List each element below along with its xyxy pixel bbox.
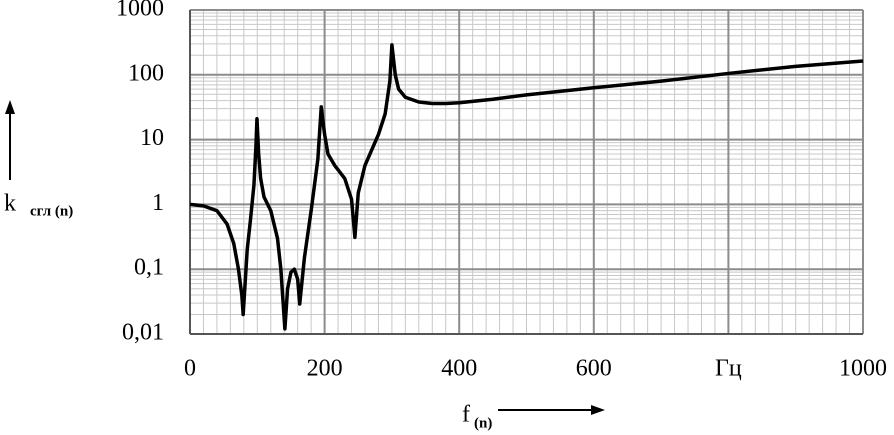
y-tick-label: 100 [128, 60, 164, 86]
y-arrow-head [5, 100, 15, 114]
x-tick-label: 1000 [839, 356, 887, 382]
line [189, 43, 864, 331]
x-arrow-head [591, 405, 605, 415]
y-tick-label: 1 [152, 190, 164, 216]
x-tick-label: 400 [441, 356, 477, 382]
y-axis-label: k [4, 191, 16, 217]
y-axis-label-sub: сгл (n) [30, 203, 73, 219]
x-tick-label: 0 [184, 356, 196, 382]
x-axis-label: f [462, 402, 470, 428]
x-axis-label-sub: (n) [474, 415, 492, 431]
y-tick-label: 1000 [116, 0, 164, 22]
x-tick-label: 200 [307, 356, 343, 382]
x-tick-label: Гц [715, 356, 742, 382]
y-tick-label: 10 [140, 125, 164, 151]
x-tick-label: 600 [576, 356, 612, 382]
y-tick-label: 0,01 [122, 320, 164, 346]
y-tick-label: 0,1 [134, 255, 164, 281]
